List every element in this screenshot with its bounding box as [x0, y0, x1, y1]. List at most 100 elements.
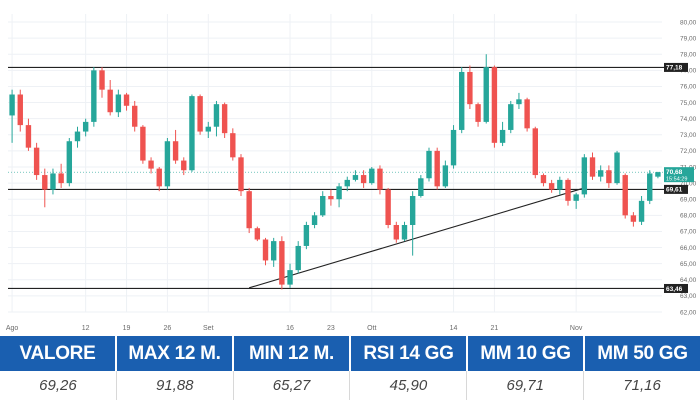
- stats-header-mm-50gg: MM 50 GG: [585, 336, 700, 371]
- candle-11: [99, 67, 105, 98]
- candle-body: [524, 99, 530, 129]
- y-tick-label: 74,00: [680, 116, 697, 123]
- candle-body: [655, 172, 661, 177]
- candle-body: [459, 71, 465, 130]
- candle-78: [647, 170, 653, 205]
- candle-body: [181, 160, 187, 171]
- y-tick-label: 76,00: [680, 84, 697, 91]
- candle-body: [499, 129, 506, 143]
- candle-23: [197, 94, 203, 135]
- candle-body: [418, 178, 424, 196]
- candle-body: [532, 128, 538, 176]
- candle-32: [270, 237, 277, 267]
- candle-body: [270, 241, 277, 261]
- stats-header-min-12m: MIN 12 M.: [234, 336, 351, 371]
- x-tick-label: 16: [286, 325, 294, 332]
- candle-body: [320, 196, 326, 216]
- candle-body: [548, 183, 555, 190]
- candle-66: [548, 179, 555, 193]
- stats-table: VALORE MAX 12 M. MIN 12 M. RSI 14 GG MM …: [0, 336, 700, 400]
- candle-body: [630, 215, 637, 222]
- candle-body: [66, 141, 73, 184]
- trendline-support: [249, 187, 585, 289]
- y-tick-label: 72,00: [680, 148, 697, 155]
- candle-7: [66, 138, 73, 187]
- level-tag-label: 77,18: [666, 65, 683, 72]
- candle-body: [99, 70, 105, 90]
- candle-43: [360, 170, 367, 188]
- candle-77: [638, 196, 645, 225]
- candle-79: [655, 171, 661, 179]
- candle-70: [581, 154, 588, 198]
- candle-body: [491, 67, 498, 143]
- candle-6: [58, 163, 64, 188]
- stats-header-max-12m: MAX 12 M.: [117, 336, 234, 371]
- stats-value-mm-50gg: 71,16: [623, 377, 661, 394]
- candle-73: [606, 165, 612, 188]
- candle-body: [581, 157, 588, 195]
- candle-body: [25, 125, 32, 148]
- candle-body: [164, 141, 171, 187]
- candle-15: [132, 100, 138, 132]
- y-tick-label: 62,00: [680, 309, 697, 316]
- candle-body: [369, 168, 375, 184]
- candle-31: [262, 237, 269, 266]
- x-tick-label: 26: [164, 325, 172, 332]
- candle-35: [295, 241, 301, 274]
- candle-body: [442, 165, 449, 187]
- stats-header-row: VALORE MAX 12 M. MIN 12 M. RSI 14 GG MM …: [0, 336, 700, 371]
- candle-body: [148, 160, 154, 169]
- candle-13: [115, 89, 122, 118]
- x-tick-label: Ott: [367, 325, 376, 332]
- stats-header-rsi-14gg: RSI 14 GG: [351, 336, 468, 371]
- level-tag-bg-0: [664, 62, 688, 72]
- level-tag-label: 69,61: [666, 187, 683, 194]
- stats-value-mm-10gg: 69,71: [467, 371, 585, 400]
- y-tick-label: 75,00: [680, 100, 697, 107]
- candle-body: [303, 225, 310, 246]
- y-tick-label: 63,00: [680, 293, 697, 300]
- candle-75: [622, 173, 628, 219]
- candle-body: [336, 186, 342, 200]
- candle-body: [238, 157, 244, 192]
- candle-body: [172, 141, 179, 161]
- current-tag-bg: [664, 167, 694, 183]
- candle-8: [74, 126, 81, 148]
- y-tick-label: 69,00: [680, 197, 697, 204]
- price-levels: [8, 66, 664, 290]
- candle-body: [115, 94, 122, 113]
- candle-body: [230, 133, 236, 158]
- candle-body: [597, 170, 604, 177]
- y-tick-label: 65,00: [680, 261, 697, 268]
- current-price-label: 70,68: [666, 169, 683, 176]
- candle-body: [262, 239, 269, 261]
- stats-value-valore: 69,26: [0, 371, 117, 400]
- level-tag-bg-2: [664, 283, 688, 293]
- candle-5: [50, 168, 56, 195]
- candle-body: [377, 168, 383, 190]
- stats-header-valore: VALORE: [0, 336, 117, 371]
- x-tick-label: 14: [450, 325, 458, 332]
- candle-18: [156, 167, 162, 192]
- candle-body: [221, 104, 228, 134]
- candle-body: [475, 104, 481, 122]
- trendline: [249, 187, 585, 289]
- candle-49: [409, 191, 416, 256]
- candle-67: [557, 176, 563, 195]
- candle-34: [287, 263, 293, 288]
- candle-body: [287, 270, 293, 285]
- candle-41: [344, 176, 350, 192]
- candle-body: [360, 175, 367, 184]
- candle-body: [123, 94, 130, 106]
- candle-9: [82, 118, 89, 137]
- candle-body: [589, 157, 596, 177]
- candle-51: [426, 147, 432, 182]
- candle-body: [385, 189, 391, 225]
- candle-30: [254, 226, 261, 242]
- candle-body: [401, 225, 408, 240]
- candle-body: [393, 225, 400, 240]
- candle-body: [508, 104, 514, 130]
- candle-47: [393, 221, 400, 243]
- candle-body: [328, 196, 334, 200]
